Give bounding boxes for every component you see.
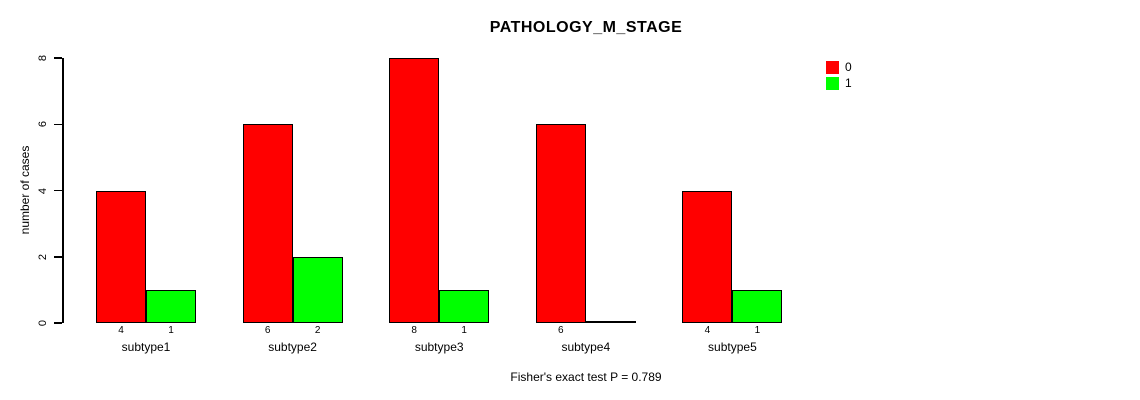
chart-title: PATHOLOGY_M_STAGE [489,19,683,36]
bar-subtype5-series1 [732,289,783,323]
y-tick-label: 4 [37,187,49,194]
legend-item-1: 1 [826,77,852,90]
y-tick-mark [54,256,62,258]
legend-item-0: 0 [826,61,852,74]
bar-subtype1-series0 [96,190,146,323]
bar-subtype3-series0 [389,58,440,323]
x-category-label: subtype5 [708,340,757,354]
y-tick-label: 6 [37,121,49,128]
x-category-label: subtype2 [268,340,317,354]
bar-subtype1-series1 [146,289,196,323]
legend-swatch-green-icon [826,77,839,90]
y-tick-mark [54,189,62,192]
bar-count-label: 6 [264,325,271,336]
bar-subtype4-series0 [535,124,586,323]
y-tick-label: 0 [37,319,49,327]
bar-subtype3-series1 [439,289,490,323]
bar-count-label: 1 [754,325,761,336]
y-tick-mark [54,322,62,324]
bar-subtype5-series0 [682,190,733,323]
y-tick-mark [54,123,62,125]
bar-subtype2-series0 [242,124,293,323]
x-category-label: subtype1 [121,340,171,354]
bar-count-label: 2 [314,325,321,336]
y-axis-line [62,58,64,323]
legend-label-0: 0 [845,60,852,74]
legend: 0 1 [826,61,852,93]
y-tick-mark [54,57,62,59]
bar-count-label: 8 [411,325,417,336]
x-category-label: subtype4 [561,340,611,354]
bar-count-label: 6 [558,325,564,336]
y-tick-label: 8 [37,54,49,62]
y-axis-title-text: number of cases [18,145,32,235]
bar-count-label: 4 [704,325,711,336]
bar-count-label: 1 [168,325,174,336]
bar-count-label: 4 [118,325,124,336]
legend-label-1: 1 [845,76,852,90]
bar-subtype2-series1 [292,256,343,323]
x-category-label: subtype3 [414,340,464,354]
legend-swatch-red-icon [826,61,839,74]
bar-subtype4-series1-zero [585,321,636,323]
bar-count-label: 1 [461,325,467,336]
y-tick-label: 2 [37,253,49,260]
stat-test-caption: Fisher's exact test P = 0.789 [510,370,662,384]
